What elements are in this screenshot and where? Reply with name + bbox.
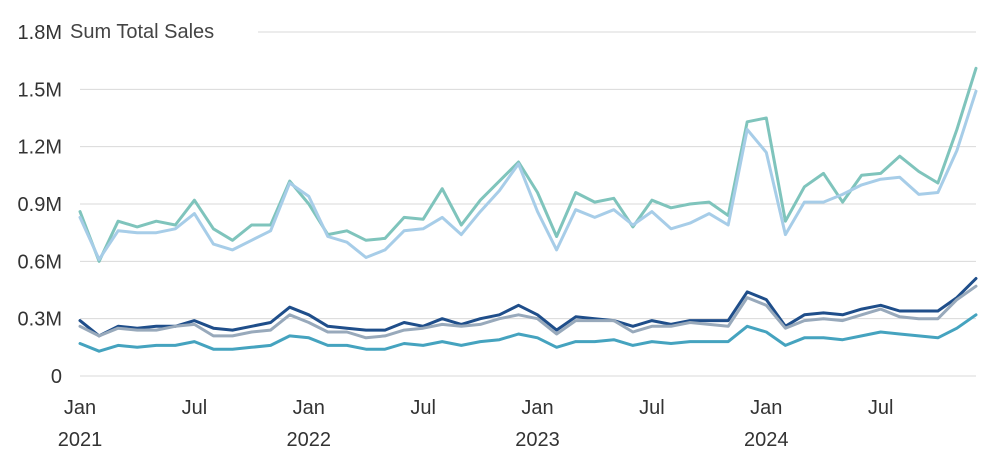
series-layer: [78, 66, 978, 353]
y-tick-label: 0.6M: [18, 251, 62, 273]
x-tick-label: Jul: [182, 397, 208, 419]
x-tick-label: Jan: [293, 397, 325, 419]
x-tick-year-label: 2022: [287, 429, 332, 451]
x-tick-label: Jul: [410, 397, 436, 419]
y-tick-label: 0.9M: [18, 194, 62, 216]
x-tick-year-label: 2023: [515, 429, 560, 451]
x-tick-label: Jul: [639, 397, 665, 419]
x-tick-label: Jan: [521, 397, 553, 419]
series-line-5: [78, 313, 978, 353]
chart-title: Sum Total Sales: [70, 21, 214, 43]
series-line-3: [78, 277, 978, 338]
y-tick-label: 0: [51, 366, 62, 388]
y-tick-label: 1.5M: [18, 79, 62, 101]
x-tick-label: Jan: [64, 397, 96, 419]
x-tick-label: Jul: [868, 397, 894, 419]
y-tick-label: 1.2M: [18, 137, 62, 159]
y-tick-label: 1.8M: [18, 22, 62, 44]
grid-layer: [80, 31, 976, 377]
series-line-4: [78, 284, 978, 340]
series-line-2: [78, 89, 978, 261]
x-axis: Jan 2021 Jul Jan 2022 Jul Jan 2023 Jul Jan 2024 Jul: [58, 397, 894, 451]
x-tick-year-label: 2024: [744, 429, 789, 451]
y-axis: 0 0.3M 0.6M 0.9M 1.2M 1.5M 1.8M: [18, 22, 62, 388]
y-tick-label: 0.3M: [18, 309, 62, 331]
x-tick-year-label: 2021: [58, 429, 103, 451]
x-tick-label: Jan: [750, 397, 782, 419]
series-line-1: [78, 66, 978, 263]
